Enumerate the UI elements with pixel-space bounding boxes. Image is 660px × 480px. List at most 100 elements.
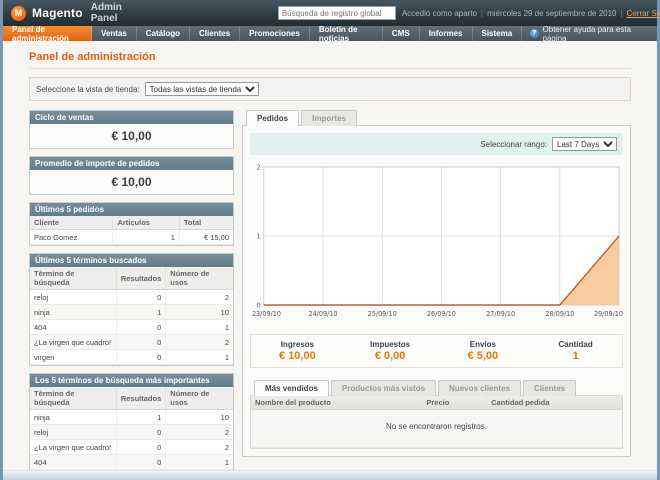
table-cell: 0	[116, 349, 167, 365]
last-orders-table: Cliente Artículos Total Paco Gomez 1 € 15,00	[30, 216, 233, 245]
table-cell: 2	[165, 334, 233, 350]
products-table: Nombre del producto Precio Cantidad pedida…	[251, 396, 622, 448]
svg-text:24/09/10: 24/09/10	[308, 310, 337, 318]
column-header: Término de búsqueda	[30, 267, 117, 290]
store-view-bar: Seleccione la vista de tienda: Todas las…	[29, 77, 631, 101]
tab[interactable]: Más vendidos	[254, 380, 329, 396]
table-row: 404 0 1	[30, 319, 233, 335]
app-header: M Magento Admin Panel Accedió como apart…	[3, 0, 660, 26]
tab[interactable]: Importes	[301, 110, 357, 126]
last-orders-title: Últimos 5 pedidos	[30, 203, 233, 216]
table-cell: 1	[165, 469, 233, 470]
table-cell: 1	[116, 304, 167, 320]
table-cell: 1	[165, 454, 233, 470]
table-cell: reloj	[30, 424, 117, 440]
header-user-area: Accedió como aparto | miércoles 29 de se…	[402, 9, 660, 18]
table-cell: 0	[116, 439, 167, 455]
bottom-tabs: Más vendidos Productos más vistos Nuevos c…	[250, 380, 623, 396]
table-cell: 404	[30, 319, 117, 335]
column-header: Resultados	[116, 267, 167, 290]
column-header: Cantidad pedida	[486, 396, 622, 410]
brand-suffix: Admin Panel	[90, 2, 122, 24]
svg-text:1: 1	[256, 232, 260, 240]
svg-text:25/09/10: 25/09/10	[368, 310, 397, 318]
store-view-label: Seleccione la vista de tienda:	[36, 84, 140, 94]
tab[interactable]: Pedidos	[246, 110, 300, 126]
table-cell: 2	[165, 424, 233, 440]
range-select[interactable]: Last 7 Days	[552, 137, 617, 151]
tab[interactable]: Clientes	[522, 380, 577, 396]
page-title: Panel de administración	[29, 47, 631, 69]
column-header: Nombre del producto	[251, 396, 423, 410]
nav-item[interactable]: Panel de administración	[3, 25, 92, 43]
current-date: miércoles 29 de septiembre de 2010	[487, 8, 617, 18]
table-cell: 10	[165, 409, 233, 425]
table-cell: 1	[116, 409, 167, 425]
table-cell: 0	[116, 469, 167, 470]
nav-item[interactable]: Informes	[420, 26, 473, 41]
orders-tabs: Pedidos Importes	[242, 110, 631, 126]
svg-text:0: 0	[256, 301, 260, 309]
table-cell: 1	[165, 319, 233, 335]
stat-value: 1	[572, 350, 579, 362]
column-header: Artículos	[112, 216, 180, 230]
stat-value: € 10,00	[279, 350, 316, 362]
orders-chart: 0 1 2 23/09/10 24/09/10 25/09/10 26/09/10 27/09…	[250, 162, 623, 325]
stat-value: € 5,00	[467, 350, 499, 362]
help-label: Obtener ayuda para esta página	[542, 24, 632, 43]
nav-item[interactable]: Clientes	[190, 26, 241, 41]
last-search-terms-table: Término de búsqueda Resultados Número de u…	[30, 267, 233, 365]
table-cell: 1	[165, 349, 233, 365]
svg-text:23/09/10: 23/09/10	[252, 310, 281, 318]
average-orders-value: € 10,00	[30, 170, 233, 194]
stat-label: Ingresos	[280, 340, 315, 349]
table-cell: ninja	[30, 409, 117, 425]
table-cell: 2	[165, 289, 233, 305]
help-icon: ?	[530, 29, 539, 38]
top-search-terms-table: Término de búsqueda Resultados Número de u…	[30, 387, 233, 470]
global-search-input[interactable]	[277, 6, 396, 20]
dashboard-left-column: Ciclo de ventas € 10,00 Promedio de impo…	[29, 110, 234, 470]
tab[interactable]: Productos más vistos	[330, 380, 437, 396]
table-cell: 0	[116, 424, 167, 440]
nav-item[interactable]: Boletín de noticias	[310, 25, 383, 43]
nav-item[interactable]: Sistema	[473, 26, 523, 41]
column-header: Término de búsqueda	[30, 387, 117, 410]
last-search-terms-box: Últimos 5 términos buscados Término de b…	[29, 253, 234, 366]
table-row: ninja 1 10	[30, 409, 233, 425]
table-cell: 10	[165, 304, 233, 320]
top-search-terms-title: Los 5 términos de búsqueda más important…	[30, 374, 233, 387]
column-header: Resultados	[116, 387, 167, 410]
table-cell: 0	[116, 319, 167, 335]
range-label: Seleccionar rango:	[480, 139, 547, 149]
table-cell: ¿La virgen que cuadro!	[30, 334, 117, 350]
logout-link[interactable]: Cerrar Sesión	[626, 8, 660, 18]
logged-in-as: Accedió como aparto	[401, 8, 477, 18]
nav-item[interactable]: Ventas	[92, 26, 137, 41]
stat-value: € 0,00	[374, 350, 406, 362]
svg-text:28/09/10: 28/09/10	[545, 310, 574, 318]
average-orders-title: Promedio de importe de pedidos	[30, 157, 233, 170]
products-panel: Nombre del producto Precio Cantidad pedida…	[250, 395, 623, 449]
table-cell: virge	[30, 469, 117, 470]
total-stat: Cantidad 1	[529, 340, 622, 362]
nav-item[interactable]: CMS	[383, 26, 420, 41]
main-nav-items: Panel de administración Ventas Catálogo Cli…	[3, 25, 523, 43]
table-cell: ¿La virgen que cuadro!	[30, 439, 117, 455]
store-view-select[interactable]: Todas las vistas de tienda	[144, 82, 259, 96]
nav-item[interactable]: Catálogo	[137, 26, 191, 41]
svg-text:2: 2	[256, 163, 260, 171]
orders-panel: Seleccionar rango: Last 7 Days 0 1 2 23/09/…	[242, 125, 631, 457]
column-header: Precio	[421, 396, 488, 410]
nav-item[interactable]: Promociones	[240, 26, 310, 41]
table-cell: 0	[116, 454, 167, 470]
total-stat: Ingresos € 10,00	[251, 340, 344, 362]
table-row: 404 0 1	[30, 454, 233, 470]
column-header: Cliente	[30, 216, 114, 230]
tab[interactable]: Nuevos clientes	[438, 380, 521, 396]
help-link[interactable]: ? Obtener ayuda para esta página	[522, 24, 657, 43]
range-bar: Seleccionar rango: Last 7 Days	[250, 133, 623, 155]
table-cell: ninja	[30, 304, 117, 320]
magento-logo-icon: M	[11, 5, 26, 21]
table-cell: virgen	[30, 349, 117, 365]
